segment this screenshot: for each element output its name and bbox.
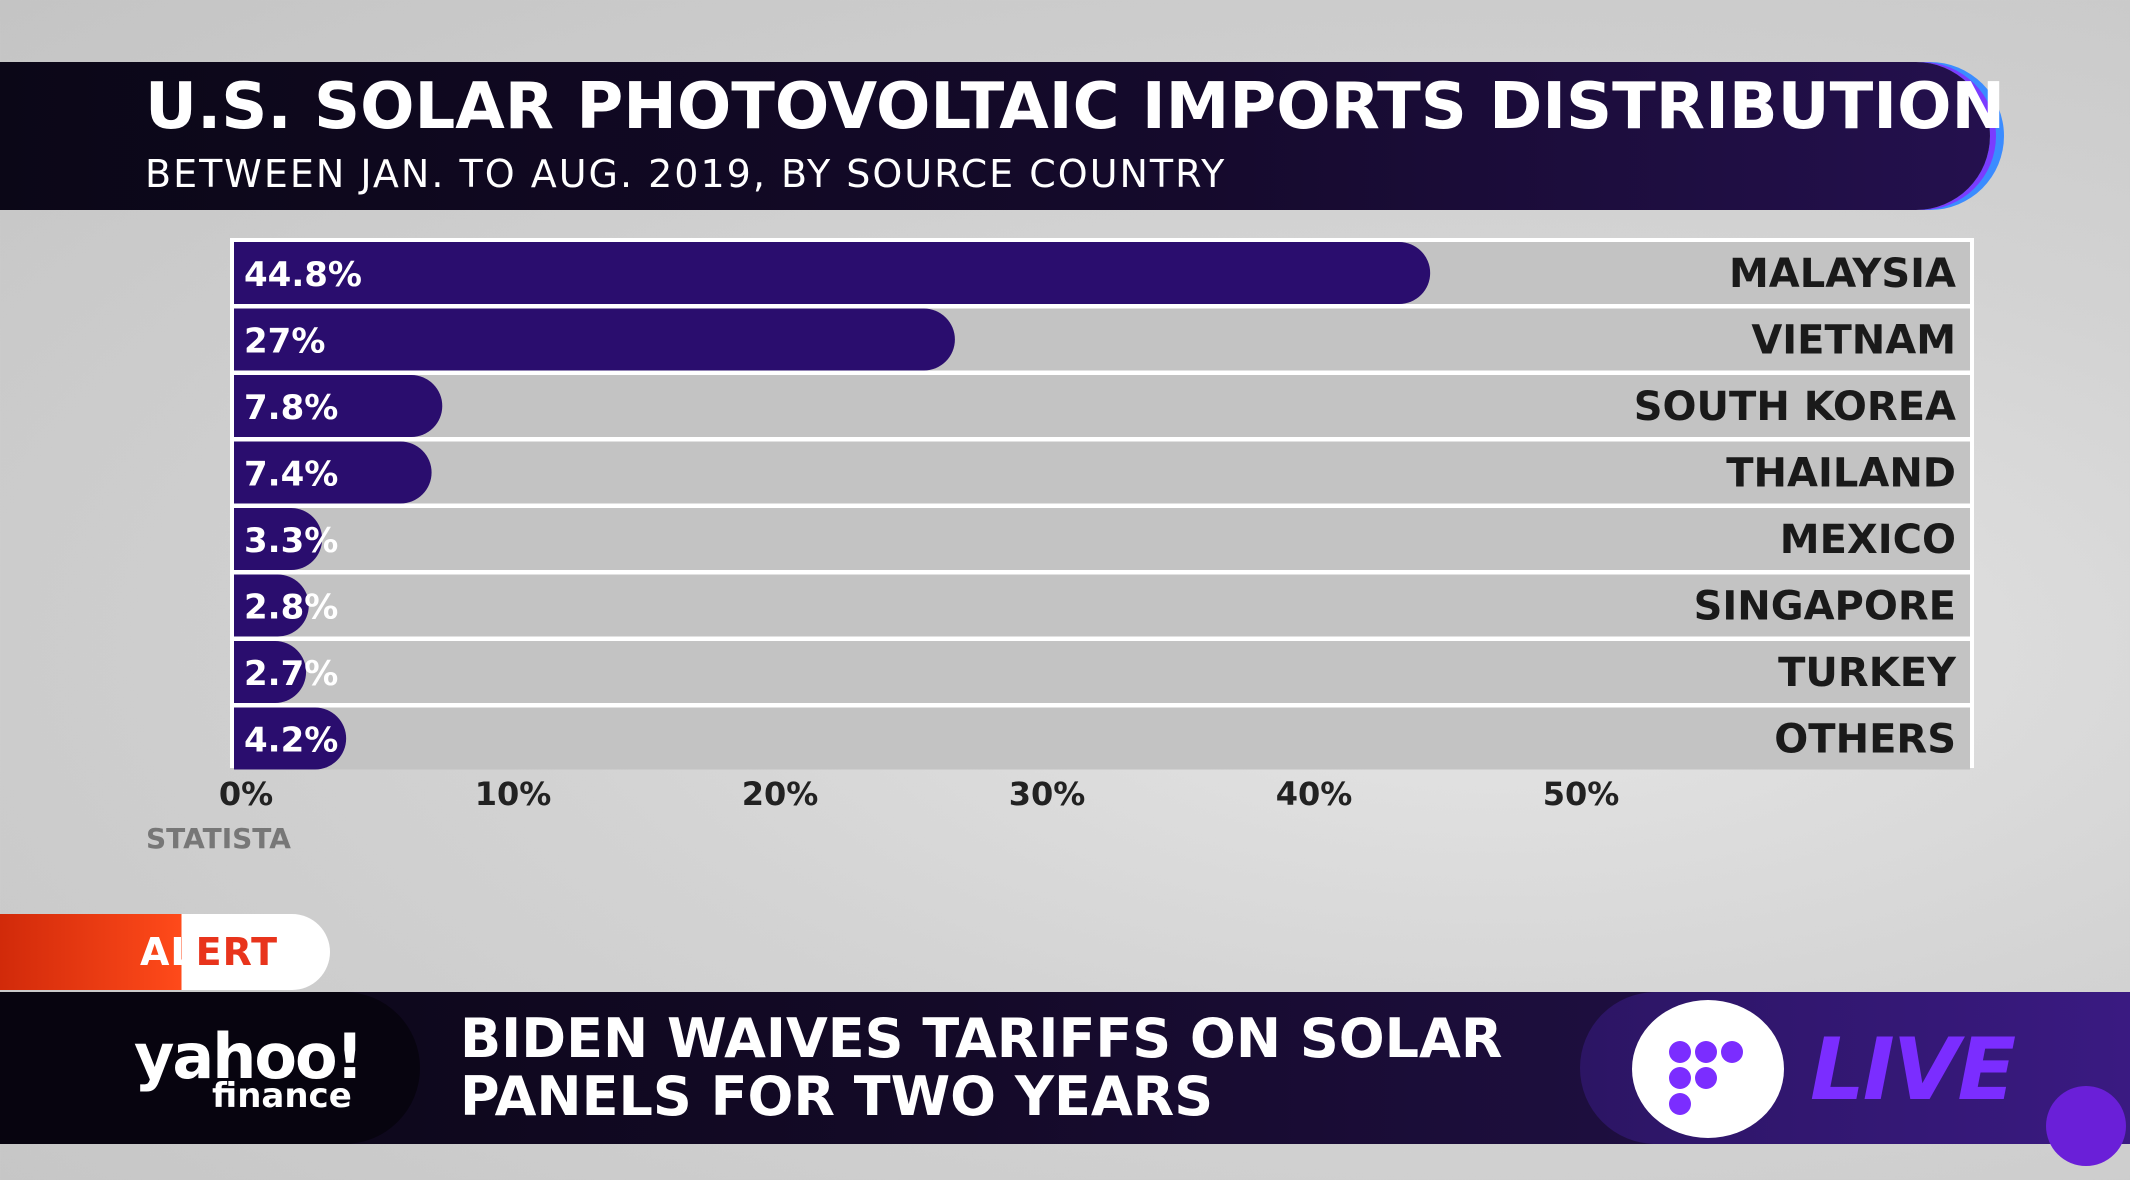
bar-track xyxy=(234,508,1970,570)
x-tick-label: 50% xyxy=(1543,775,1620,813)
x-tick-label: 20% xyxy=(742,775,819,813)
source-label: STATISTA xyxy=(146,822,291,855)
brand-logo-main: yahoo! xyxy=(134,1020,364,1093)
x-tick-label: 30% xyxy=(1009,775,1086,813)
live-label: LIVE xyxy=(1810,1020,2016,1120)
bar xyxy=(234,375,443,437)
category-label: THAILAND xyxy=(1726,451,1956,497)
bar-track xyxy=(234,641,1970,703)
bar-track xyxy=(234,707,1970,770)
chart-subtitle: BETWEEN JAN. TO AUG. 2019, BY SOURCE COU… xyxy=(145,152,1227,196)
category-label: SOUTH KOREA xyxy=(1634,384,1956,430)
title-banner xyxy=(0,62,1990,210)
bar-value-label: 44.8% xyxy=(244,255,362,295)
headline-line-1: BIDEN WAIVES TARIFFS ON SOLAR xyxy=(460,1007,1503,1070)
category-label: OTHERS xyxy=(1774,717,1956,763)
bar-value-label: 2.7% xyxy=(244,654,338,694)
bar xyxy=(234,242,1431,304)
dots-logo-icon xyxy=(1669,1041,1743,1115)
subscribe-watermark-icon[interactable] xyxy=(2046,1086,2126,1166)
bar-value-label: 3.3% xyxy=(244,521,338,561)
headline: BIDEN WAIVES TARIFFS ON SOLAR PANELS FOR… xyxy=(460,1010,1520,1126)
bar-value-label: 4.2% xyxy=(244,721,338,761)
bar-track xyxy=(234,441,1970,504)
category-label: MEXICO xyxy=(1780,517,1956,563)
headline-line-2: PANELS FOR TWO YEARS xyxy=(460,1065,1214,1128)
bar-track xyxy=(234,574,1970,637)
bar xyxy=(234,508,323,570)
bar-value-label: 7.8% xyxy=(244,388,338,428)
bar-track xyxy=(234,375,1970,437)
live-logo-circle xyxy=(1632,1000,1784,1138)
bar xyxy=(234,441,432,504)
x-tick-label: 40% xyxy=(1276,775,1353,813)
chart-title: U.S. SOLAR PHOTOVOLTAIC IMPORTS DISTRIBU… xyxy=(145,70,2006,144)
bar xyxy=(234,707,347,770)
bar-value-label: 7.4% xyxy=(244,455,338,495)
category-label: TURKEY xyxy=(1778,650,1957,696)
bar-value-label: 27% xyxy=(244,322,325,362)
category-label: MALAYSIA xyxy=(1729,251,1956,297)
bar xyxy=(234,308,955,371)
alert-label: ALERT xyxy=(140,930,279,974)
category-label: SINGAPORE xyxy=(1694,584,1956,630)
alert-tag xyxy=(0,914,330,990)
bar xyxy=(234,574,309,637)
bar-value-label: 2.8% xyxy=(244,588,338,628)
category-label: VIETNAM xyxy=(1751,318,1956,364)
bar xyxy=(234,641,307,703)
x-tick-label: 0% xyxy=(219,775,273,813)
brand-block xyxy=(0,992,420,1144)
x-tick-label: 10% xyxy=(475,775,552,813)
brand-logo-sub: finance xyxy=(212,1076,352,1116)
